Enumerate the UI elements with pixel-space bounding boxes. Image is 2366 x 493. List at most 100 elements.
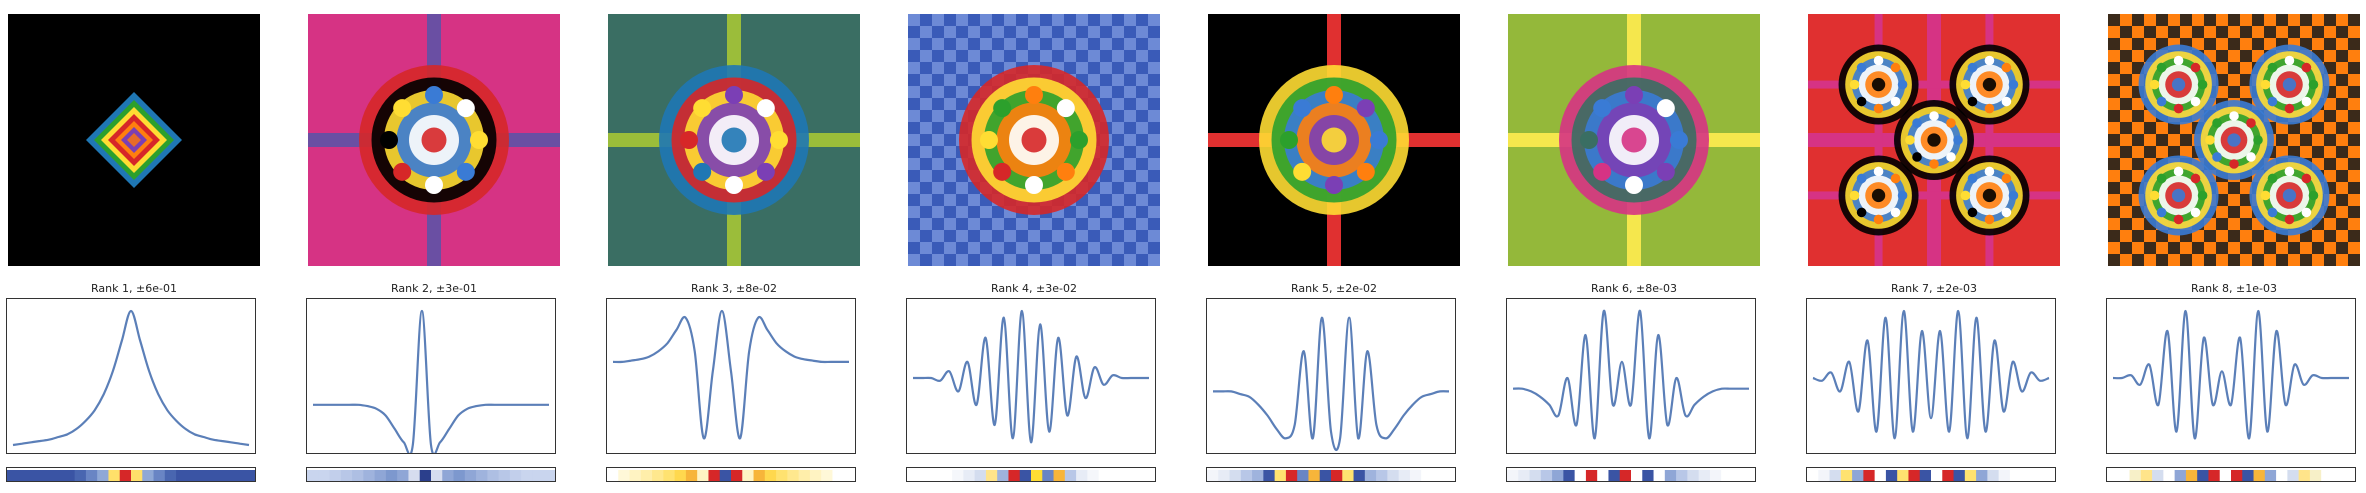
strip-cell [1087,470,1100,481]
rank-panel: Rank 2, ±3e-01 [300,0,560,493]
strip-cell [232,470,245,481]
checker-cell [1148,254,1160,266]
pattern-speck [770,131,788,149]
rank-title: Rank 6, ±8e-03 [1591,282,1677,295]
color-strip-svg [1207,470,1455,481]
strip-cell [652,470,664,481]
checker-cell [2240,242,2252,254]
strip-cell [1608,470,1621,481]
strip-cell [2129,470,2142,481]
pattern-speck [2149,79,2160,90]
pattern-speck [2205,135,2215,145]
checker-cell [2240,194,2252,206]
color-strip-svg [307,470,555,481]
strip-cell [1364,470,1377,481]
pattern-speck [1025,86,1043,104]
pattern-speck [2301,207,2312,218]
strip-cell [1285,470,1298,481]
strip-cell [1409,470,1422,481]
checker-cell [1016,50,1028,62]
strip-cell [2287,470,2300,481]
strip-cell [708,470,721,481]
pattern-speck [1849,190,1860,201]
pattern-speck [1856,173,1867,184]
pattern-speck [1967,173,1978,184]
checker-cell [1088,218,1100,230]
line-plot [1506,298,1756,454]
checker-cell [956,62,968,74]
rank-panel: Rank 3, ±8e-02 [600,0,860,493]
line-plot [1806,298,2056,454]
checker-cell [1040,218,1052,230]
checker-cell [2264,242,2276,254]
pattern-speck [1356,99,1375,118]
pattern-speck [1356,162,1375,181]
strip-cell [419,470,432,481]
checker-cell [944,26,956,38]
strip-cell [1597,470,1609,481]
checker-cell [2240,50,2252,62]
checker-cell [920,170,932,182]
pattern-speck [2301,173,2312,184]
checker-cell [1124,206,1136,218]
strip-cell [1653,470,1666,481]
checker-cell [2336,122,2348,134]
checker-cell [2336,146,2348,158]
checker-cell [1124,38,1136,50]
pattern-speck [725,176,743,194]
checker-cell [1136,218,1148,230]
strip-cell [1732,470,1745,481]
rank-panel: Rank 7, ±2e-03 [1800,0,2060,493]
checker-cell [944,194,956,206]
color-strip-svg [1507,470,1755,481]
checker-cell [944,50,956,62]
checker-cell [2312,242,2324,254]
strip-cell [85,470,98,481]
color-strip [2106,467,2356,482]
pattern-speck [456,99,475,118]
checker-cell [1112,26,1124,38]
strip-cell [685,470,698,481]
pattern-speck [2284,166,2295,177]
checker-cell [2300,134,2312,146]
line-plot-svg [1812,309,2050,440]
strip-cell [1619,470,1632,481]
strip-cell [1042,470,1055,481]
checker-cell [968,50,980,62]
pattern-speck [1953,135,1963,145]
pattern-speck [725,86,743,104]
checker-cell [1076,38,1088,50]
strip-cell [1507,470,1519,481]
strip-cell [1818,470,1831,481]
checker-cell [2288,146,2300,158]
pattern-speck [1849,79,1860,90]
strip-cell [1885,470,1898,481]
pattern-speck [993,162,1012,181]
pattern-speck [2156,173,2167,184]
strip-cell [1874,470,1887,481]
strip-cell [2107,470,2119,481]
pattern-speck [1056,162,1075,181]
checker-cell [2120,242,2132,254]
checker-cell [2132,254,2144,266]
checker-cell [1112,98,1124,110]
pattern-speck [2173,166,2184,177]
checker-cell [932,86,944,98]
line-plot [6,298,256,454]
checker-cell [2336,170,2348,182]
strip-cell [307,470,319,481]
checker-cell [2120,98,2132,110]
checker-cell [908,38,920,50]
pattern-ring [2171,77,2186,92]
pattern-speck [2156,62,2167,73]
checker-cell [1112,146,1124,158]
checker-cell [2120,218,2132,230]
checker-cell [1052,14,1064,26]
checker-cell [2108,134,2120,146]
pattern-speck [2246,118,2256,128]
strip-cell [18,470,31,481]
checker-cell [2132,230,2144,242]
pattern-speck [2173,55,2184,66]
strip-cell [2152,470,2164,481]
pattern-ring [1982,188,1997,203]
